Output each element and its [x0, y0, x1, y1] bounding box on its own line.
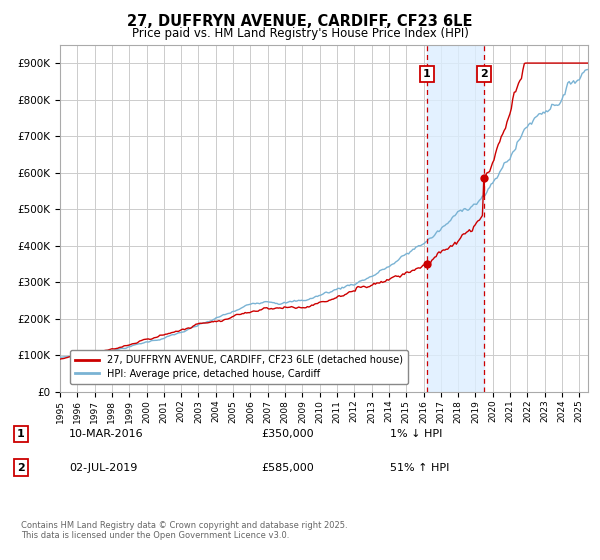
Text: 02-JUL-2019: 02-JUL-2019	[69, 463, 137, 473]
Text: 1: 1	[17, 429, 25, 439]
Text: 10-MAR-2016: 10-MAR-2016	[69, 429, 143, 439]
Text: 2: 2	[17, 463, 25, 473]
Text: 51% ↑ HPI: 51% ↑ HPI	[390, 463, 449, 473]
Text: £350,000: £350,000	[261, 429, 314, 439]
Text: 1% ↓ HPI: 1% ↓ HPI	[390, 429, 442, 439]
Legend: 27, DUFFRYN AVENUE, CARDIFF, CF23 6LE (detached house), HPI: Average price, deta: 27, DUFFRYN AVENUE, CARDIFF, CF23 6LE (d…	[70, 350, 408, 384]
Text: 27, DUFFRYN AVENUE, CARDIFF, CF23 6LE: 27, DUFFRYN AVENUE, CARDIFF, CF23 6LE	[127, 14, 473, 29]
Text: 2: 2	[480, 69, 488, 79]
Bar	[427, 45, 484, 392]
Text: Contains HM Land Registry data © Crown copyright and database right 2025.
This d: Contains HM Land Registry data © Crown c…	[21, 521, 347, 540]
Text: £585,000: £585,000	[261, 463, 314, 473]
Text: Price paid vs. HM Land Registry's House Price Index (HPI): Price paid vs. HM Land Registry's House …	[131, 27, 469, 40]
Text: 1: 1	[423, 69, 431, 79]
